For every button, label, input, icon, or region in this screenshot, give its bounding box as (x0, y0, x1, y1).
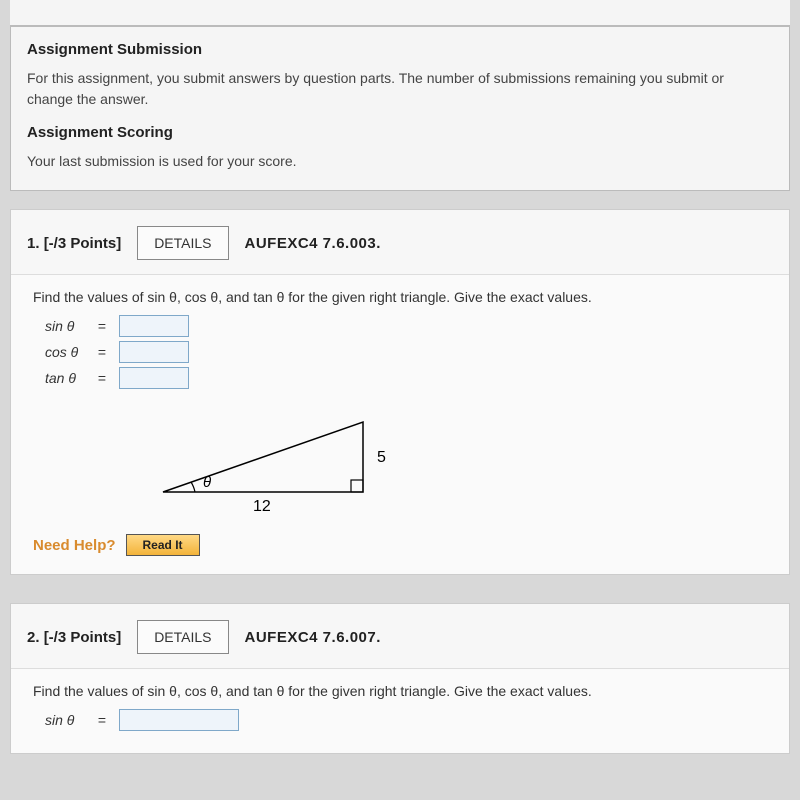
triangle-base-label: 12 (253, 498, 271, 515)
question-1: 1. [-/3 Points] DETAILS AUFEXC4 7.6.003.… (10, 209, 790, 575)
read-it-button[interactable]: Read It (126, 534, 200, 556)
question-1-body: Find the values of sin θ, cos θ, and tan… (11, 274, 789, 574)
eq-row-tan: tan θ = (33, 367, 767, 389)
equals-sign: = (95, 344, 109, 360)
question-1-prompt: Find the values of sin θ, cos θ, and tan… (33, 289, 767, 305)
question-2-header: 2. [-/3 Points] DETAILS AUFEXC4 7.6.007. (11, 604, 789, 668)
details-button[interactable]: DETAILS (137, 226, 228, 260)
eq-row-sin: sin θ = (33, 315, 767, 337)
need-help-row: Need Help? Read It (33, 534, 767, 556)
top-cut-heading (26, 2, 774, 19)
scoring-text: Your last submission is used for your sc… (27, 151, 773, 172)
triangle-height-label: 5 (377, 449, 386, 466)
cos-input[interactable] (119, 341, 189, 363)
question-2: 2. [-/3 Points] DETAILS AUFEXC4 7.6.007.… (10, 603, 790, 754)
equals-sign: = (95, 318, 109, 334)
tan-input[interactable] (119, 367, 189, 389)
sin-label-q2: sin θ (45, 712, 85, 728)
cos-label: cos θ (45, 344, 85, 360)
triangle-shape (163, 422, 363, 492)
equals-sign: = (95, 712, 109, 728)
question-2-body: Find the values of sin θ, cos θ, and tan… (11, 668, 789, 753)
eq-row-sin-q2: sin θ = (33, 709, 767, 731)
angle-arc (191, 482, 195, 492)
question-1-header: 1. [-/3 Points] DETAILS AUFEXC4 7.6.003. (11, 210, 789, 274)
sin-label: sin θ (45, 318, 85, 334)
question-2-points: 2. [-/3 Points] (27, 629, 121, 646)
scoring-heading: Assignment Scoring (27, 124, 773, 141)
right-angle-marker (351, 480, 363, 492)
question-1-points: 1. [-/3 Points] (27, 235, 121, 252)
tan-label: tan θ (45, 370, 85, 386)
question-1-code: AUFEXC4 7.6.003. (245, 235, 381, 252)
details-button[interactable]: DETAILS (137, 620, 228, 654)
sin-input-q2[interactable] (119, 709, 239, 731)
eq-row-cos: cos θ = (33, 341, 767, 363)
submission-heading: Assignment Submission (27, 41, 773, 58)
question-2-prompt: Find the values of sin θ, cos θ, and tan… (33, 683, 767, 699)
need-help-label: Need Help? (33, 537, 116, 554)
triangle-svg: θ 5 12 (153, 407, 403, 517)
angle-theta-label: θ (203, 474, 211, 491)
assignment-info-panel: Assignment Submission For this assignmen… (10, 26, 790, 191)
assignment-top-cut (10, 0, 790, 26)
sin-input[interactable] (119, 315, 189, 337)
equals-sign: = (95, 370, 109, 386)
submission-text: For this assignment, you submit answers … (27, 68, 773, 110)
question-2-code: AUFEXC4 7.6.007. (245, 629, 381, 646)
triangle-diagram: θ 5 12 (153, 407, 767, 520)
